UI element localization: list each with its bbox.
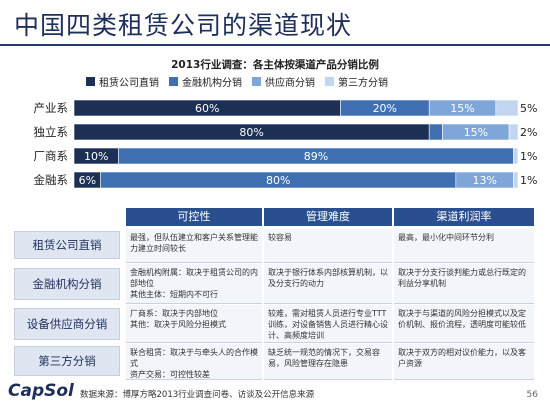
legend-swatch-2 — [252, 77, 261, 86]
table-cell-2-1: 较难，需对租赁人员进行专业TTT训练，对设备销售人员进行精心设计、高频度培训 — [264, 305, 392, 343]
table-cell-0-1: 较容易 — [264, 229, 392, 263]
bar-label-2-1: 89% — [304, 150, 328, 163]
table-cell-3-2: 取决于双方的相对议价能力，以及客户资源 — [394, 344, 534, 380]
category-label-1: 独立系 — [34, 125, 69, 139]
capsol-logo: CapSol — [8, 381, 74, 401]
legend-label-0: 租赁公司直销 — [99, 78, 159, 89]
bar-3-3 — [513, 171, 519, 189]
bar-label-2-0: 10% — [84, 150, 108, 163]
table-cell-1-2: 取决于分支行谈判能力或总行既定的利益分享机制 — [394, 264, 534, 304]
table-row-label-1: 金融机构分销 — [14, 268, 120, 300]
table-row-label-3: 第三方分销 — [14, 346, 120, 376]
legend-swatch-3 — [325, 77, 334, 86]
legend-label-2: 供应商分销 — [265, 78, 315, 89]
legend-label-1: 金融机构分销 — [182, 78, 242, 89]
legend-item-3: 第三方分销 — [325, 74, 388, 89]
bar-1-3 — [508, 123, 519, 141]
stacked-bar-chart: 产业系60%20%15%5%独立系80%3%15%2%厂商系10%89%1%金融… — [34, 99, 537, 189]
chart-title: 2013行业调查：各主体按渠道产品分销比例 — [171, 59, 379, 71]
table-cell-1-0: 金融机构附属：取决于租赁公司的内部地位 其他主体：短期内不可行 — [126, 264, 262, 304]
bar-label-0-3: 5% — [520, 102, 537, 115]
table-cell-3-0: 联合租赁：取决于与牵头人的合作模式 资产交易：可控性较差 — [126, 344, 262, 380]
table-cell-3-1: 缺乏统一规范的情况下，交易容易，风险管理存在隐患 — [264, 344, 392, 380]
legend-item-0: 租赁公司直销 — [86, 74, 159, 89]
table-header-channel-margin: 渠道利润率 — [394, 208, 534, 226]
category-label-0: 产业系 — [34, 101, 69, 115]
bar-label-0-0: 60% — [195, 102, 219, 115]
bar-label-0-2: 15% — [450, 102, 474, 115]
bar-label-3-3: 1% — [520, 174, 537, 187]
bar-1-1 — [428, 123, 443, 141]
bar-label-3-0: 6% — [79, 174, 96, 187]
bar-label-2-3: 1% — [520, 150, 537, 163]
legend-item-1: 金融机构分销 — [169, 74, 242, 89]
bar-label-1-0: 80% — [239, 126, 263, 139]
bar-label-3-1: 80% — [266, 174, 290, 187]
bar-2-3 — [513, 147, 519, 165]
title-divider — [0, 44, 550, 46]
chart-legend: 租赁公司直销 金融机构分销 供应商分销 第三方分销 — [86, 74, 388, 89]
page-number: 56 — [526, 390, 538, 400]
bar-label-3-2: 13% — [472, 174, 496, 187]
bar-label-1-2: 15% — [464, 126, 488, 139]
legend-swatch-0 — [86, 77, 95, 86]
legend-swatch-1 — [169, 77, 178, 86]
page-title: 中国四类租赁公司的渠道现状 — [14, 11, 353, 40]
bar-label-0-1: 20% — [373, 102, 397, 115]
legend-item-2: 供应商分销 — [252, 74, 315, 89]
table-header-management-difficulty: 管理难度 — [264, 208, 392, 226]
table-cell-2-2: 取决于与渠道的风险分担模式以及定价机制、报价流程，透明度可能较低 — [394, 305, 534, 343]
table-header-controllability: 可控性 — [126, 208, 262, 226]
bar-label-1-3: 2% — [520, 126, 537, 139]
table-cell-1-1: 取决于银行体系内部核算机制，以及分支行的动力 — [264, 264, 392, 304]
category-label-2: 厂商系 — [34, 149, 69, 163]
bar-0-3 — [495, 99, 519, 117]
data-source-note: 数据来源：博厚方略2013行业调查问卷、访谈及公开信息来源 — [80, 390, 315, 400]
category-label-3: 金融系 — [34, 173, 69, 187]
legend-label-3: 第三方分销 — [338, 78, 388, 89]
table-cell-0-2: 最高，最小化中间环节分利 — [394, 229, 534, 263]
table-cell-0-0: 最强，但队伍建立和客户关系管理能力建立时间较长 — [126, 229, 262, 263]
table-cell-2-0: 厂商系：取决于内部地位 其他：取决于风险分担模式 — [126, 305, 262, 343]
table-row-label-0: 租赁公司直销 — [14, 231, 120, 259]
table-row-label-2: 设备供应商分销 — [14, 308, 120, 340]
